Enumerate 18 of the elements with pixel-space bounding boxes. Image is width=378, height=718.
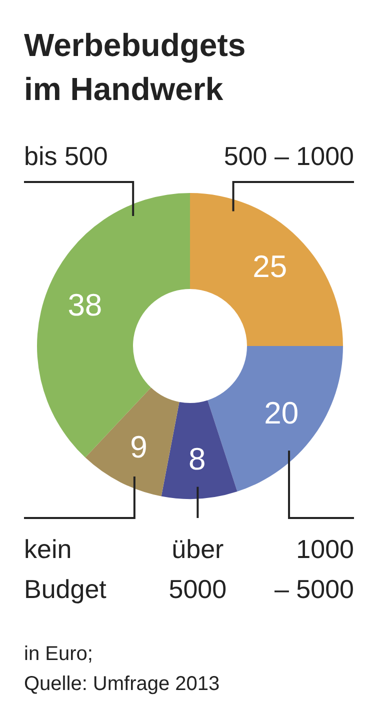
donut-slice (85, 388, 180, 496)
donut-slice (37, 193, 190, 458)
text: in Euro; (24, 643, 93, 665)
donut-slice (208, 346, 343, 492)
chart-title: Werbebudgets im Handwerk (24, 27, 246, 107)
slice-label: kein Budget (24, 534, 108, 604)
slice-label: über 5000 (168, 534, 227, 604)
data-label: 20 (264, 395, 299, 430)
data-label: 8 (188, 442, 206, 477)
source-note: Quelle: Umfrage 2013 (24, 673, 220, 695)
data-label: 38 (68, 287, 102, 322)
slice-label: bis 500 (24, 141, 108, 171)
slice-label: 500 – 1000 (224, 141, 354, 171)
donut-slice (190, 193, 343, 346)
data-label: 9 (130, 430, 148, 465)
data-label: 25 (252, 248, 288, 284)
donut-slice (161, 400, 238, 499)
slice-label: 1000 – 5000 (274, 534, 354, 604)
